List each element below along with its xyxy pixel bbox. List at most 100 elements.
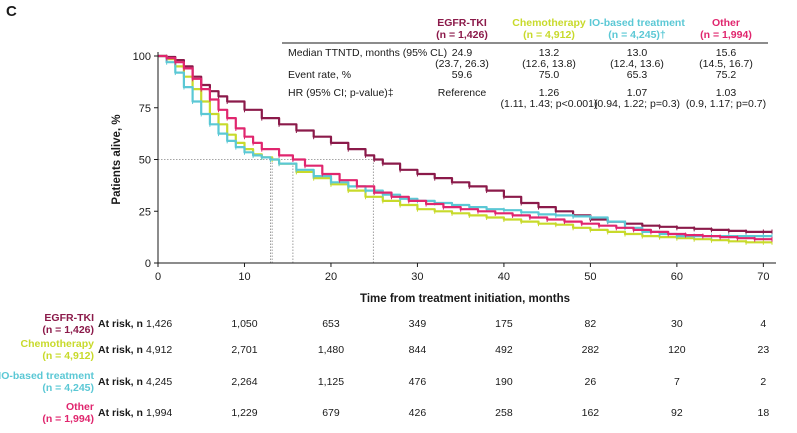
risk-value: 844 bbox=[409, 344, 427, 356]
x-tick-label: 20 bbox=[325, 271, 337, 283]
risk-row-label: At risk, n bbox=[98, 318, 143, 330]
table-row-label: HR (95% CI; p-value)‡ bbox=[288, 87, 394, 99]
table-cell-value: 1.07 bbox=[627, 87, 648, 99]
y-tick-label: 25 bbox=[139, 206, 151, 218]
series-egfr bbox=[158, 54, 773, 235]
risk-row-label: At risk, n bbox=[98, 407, 143, 419]
table-cell-value: 1.03 bbox=[716, 87, 737, 99]
table-cell-value: 24.9 bbox=[452, 47, 473, 59]
risk-value: 1,994 bbox=[146, 407, 172, 419]
stats-table: EGFR-TKI(n = 1,426) Chemotherapy(n = 4,91… bbox=[282, 17, 768, 110]
table-cell-value: 75.0 bbox=[539, 69, 560, 81]
table-group-n: (n = 1,426) bbox=[436, 29, 488, 41]
risk-value: 282 bbox=[582, 344, 600, 356]
risk-value: 426 bbox=[409, 407, 427, 419]
table-group-n: (n = 4,245)† bbox=[608, 29, 666, 41]
risk-value: 1,125 bbox=[318, 376, 344, 388]
risk-value: 2,701 bbox=[231, 344, 257, 356]
curve-other bbox=[158, 54, 772, 241]
risk-value: 18 bbox=[758, 407, 770, 419]
x-tick-label: 30 bbox=[411, 271, 423, 283]
risk-group-label: Other bbox=[66, 401, 94, 413]
table-row-label: Event rate, % bbox=[288, 69, 351, 81]
x-tick-label: 40 bbox=[498, 271, 510, 283]
survival-curves bbox=[158, 54, 773, 245]
risk-value: 175 bbox=[495, 318, 513, 330]
series-io bbox=[158, 54, 773, 239]
risk-group-n: (n = 1,426) bbox=[42, 324, 94, 336]
series-other bbox=[158, 54, 773, 242]
risk-value: 92 bbox=[671, 407, 683, 419]
table-group-n: (n = 1,994) bbox=[700, 29, 752, 41]
risk-group-n: (n = 4,245) bbox=[42, 382, 94, 394]
table-group-n: (n = 4,912) bbox=[523, 29, 575, 41]
table-cell-ci: (12.6, 13.8) bbox=[522, 58, 576, 70]
table-cell-value: 1.26 bbox=[539, 87, 560, 99]
risk-value: 26 bbox=[585, 376, 597, 388]
risk-value: 190 bbox=[495, 376, 513, 388]
risk-group-label: Chemotherapy bbox=[20, 338, 94, 350]
risk-value: 4,245 bbox=[146, 376, 172, 388]
risk-group-n: (n = 1,994) bbox=[42, 413, 94, 425]
risk-value: 1,426 bbox=[146, 318, 172, 330]
risk-value: 679 bbox=[322, 407, 340, 419]
table-row-label: Median TTNTD, months (95% CL) bbox=[288, 47, 447, 59]
risk-value: 1,050 bbox=[231, 318, 257, 330]
risk-group-label: EGFR-TKI bbox=[44, 312, 94, 324]
y-axis-label: Patients alive, % bbox=[111, 114, 123, 204]
risk-value: 4 bbox=[760, 318, 766, 330]
median-reference-lines bbox=[158, 159, 374, 263]
table-group-label: IO-based treatment bbox=[589, 17, 685, 29]
y-tick-label: 50 bbox=[139, 155, 151, 167]
risk-value: 653 bbox=[322, 318, 340, 330]
risk-value: 120 bbox=[668, 344, 686, 356]
table-cell-value: Reference bbox=[438, 87, 487, 99]
x-tick-label: 0 bbox=[155, 271, 161, 283]
risk-value: 23 bbox=[758, 344, 770, 356]
axes: 0 25 50 75 100 0 10 20 30 40 50 60 70 bbox=[133, 51, 776, 283]
risk-value: 162 bbox=[582, 407, 600, 419]
x-tick-label: 70 bbox=[757, 271, 769, 283]
x-tick-label: 10 bbox=[238, 271, 250, 283]
table-cell-value: 13.2 bbox=[539, 47, 560, 59]
table-cell-value: 75.2 bbox=[716, 69, 737, 81]
table-cell-value: 15.6 bbox=[716, 47, 737, 59]
risk-group-n: (n = 4,912) bbox=[42, 350, 94, 362]
risk-value: 349 bbox=[409, 318, 427, 330]
risk-value: 1,229 bbox=[231, 407, 257, 419]
table-cell-ci: (0.9, 1.17; p=0.7) bbox=[686, 98, 766, 110]
table-cell-value: 65.3 bbox=[627, 69, 648, 81]
table-cell-ci: (12.4, 13.6) bbox=[610, 58, 664, 70]
risk-value: 4,912 bbox=[146, 344, 172, 356]
table-group-label: EGFR-TKI bbox=[437, 17, 487, 29]
table-group-label: Chemotherapy bbox=[512, 17, 586, 29]
risk-row-label: At risk, n bbox=[98, 344, 143, 356]
risk-group-label: IO-based treatment bbox=[0, 370, 94, 382]
table-group-label: Other bbox=[712, 17, 740, 29]
panel-label: C bbox=[6, 3, 17, 20]
table-cell-ci: (0.94, 1.22; p=0.3) bbox=[594, 98, 680, 110]
risk-value: 2 bbox=[760, 376, 766, 388]
series-chemo bbox=[158, 54, 773, 245]
y-tick-label: 0 bbox=[145, 258, 151, 270]
curve-chemo bbox=[158, 54, 772, 244]
risk-value: 1,480 bbox=[318, 344, 344, 356]
x-axis-label: Time from treatment initiation, months bbox=[360, 293, 570, 305]
risk-value: 2,264 bbox=[231, 376, 257, 388]
table-cell-ci: (23.7, 26.3) bbox=[435, 58, 489, 70]
risk-row-label: At risk, n bbox=[98, 376, 143, 388]
risk-value: 7 bbox=[674, 376, 680, 388]
risk-value: 30 bbox=[671, 318, 683, 330]
x-tick-label: 60 bbox=[671, 271, 683, 283]
y-tick-label: 75 bbox=[139, 103, 151, 115]
table-cell-value: 13.0 bbox=[627, 47, 648, 59]
y-tick-label: 100 bbox=[133, 51, 151, 63]
risk-value: 492 bbox=[495, 344, 513, 356]
table-cell-ci: (1.11, 1.43; p<0.001) bbox=[500, 98, 597, 110]
risk-value: 82 bbox=[585, 318, 597, 330]
table-cell-value: 59.6 bbox=[452, 69, 473, 81]
risk-value: 258 bbox=[495, 407, 513, 419]
x-tick-label: 50 bbox=[584, 271, 596, 283]
at-risk-table: EGFR-TKI(n = 1,426) At risk, n 1,426 1,050 6… bbox=[0, 312, 769, 425]
